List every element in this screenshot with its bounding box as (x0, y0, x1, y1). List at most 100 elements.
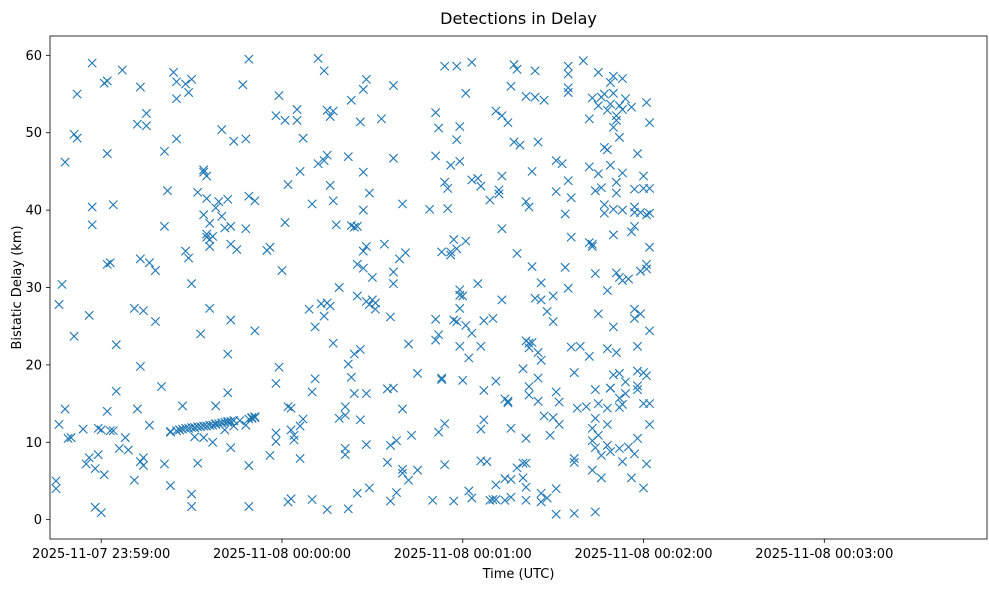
data-point-marker (551, 484, 561, 494)
plot-frame (49, 35, 988, 540)
data-point-marker (512, 463, 522, 473)
data-point-marker (524, 202, 534, 212)
data-point-marker (328, 106, 338, 116)
data-point-marker (238, 80, 248, 90)
data-point-marker (608, 204, 618, 214)
data-point-marker (569, 508, 579, 519)
data-point-marker (111, 386, 121, 396)
data-point-marker (431, 314, 441, 324)
data-point-marker (437, 374, 447, 385)
data-point-marker (358, 167, 368, 177)
data-point-marker (355, 117, 365, 127)
data-point-marker (271, 428, 281, 438)
data-point-marker (479, 385, 489, 396)
data-point-marker (307, 387, 317, 397)
data-point-marker (488, 313, 498, 324)
data-point-marker (385, 496, 396, 506)
data-point-marker (503, 396, 513, 406)
data-point-marker (96, 508, 106, 518)
data-point-marker (632, 149, 643, 159)
data-point-marker (358, 205, 368, 215)
data-point-marker (632, 381, 643, 391)
data-point-marker (397, 199, 408, 209)
data-point-marker (370, 304, 380, 314)
data-point-marker (464, 486, 474, 496)
data-point-marker (611, 188, 622, 198)
data-point-marker (425, 204, 435, 214)
data-point-marker (542, 493, 552, 503)
data-point-marker (340, 402, 350, 412)
data-point-marker (220, 425, 230, 435)
data-point-marker (563, 283, 573, 293)
data-point-marker (434, 123, 444, 133)
data-point-marker (319, 311, 329, 321)
data-point-marker (596, 183, 606, 193)
data-point-marker (220, 223, 230, 233)
data-point-marker (177, 401, 188, 411)
data-point-marker (617, 275, 628, 286)
data-point-marker (641, 259, 652, 269)
data-point-marker (352, 221, 362, 231)
y-axis-label: Bistatic Delay (km) (10, 225, 25, 349)
data-point-marker (340, 410, 350, 420)
data-point-marker (584, 351, 594, 361)
data-point-marker (635, 266, 646, 276)
data-point-marker (641, 97, 652, 108)
data-point-marker (205, 241, 215, 252)
y-tick-label: 40 (25, 204, 42, 219)
data-point-marker (286, 403, 296, 413)
data-point-marker (367, 272, 377, 283)
data-point-marker (452, 244, 462, 254)
data-point-marker (265, 450, 275, 461)
data-point-marker (587, 423, 597, 433)
data-point-marker (388, 153, 399, 163)
y-tick-label: 50 (25, 126, 42, 141)
data-point-marker (644, 242, 655, 252)
data-point-marker (584, 162, 594, 172)
data-point-marker (569, 368, 579, 378)
data-point-marker (199, 165, 209, 175)
data-point-marker (530, 66, 540, 76)
data-point-marker (497, 295, 507, 305)
data-point-marker (349, 222, 359, 232)
data-point-marker (491, 494, 501, 505)
data-point-marker (235, 416, 245, 426)
data-point-marker (467, 328, 477, 338)
data-point-marker (587, 241, 597, 252)
data-point-marker (57, 279, 67, 289)
data-point-marker (187, 279, 197, 289)
x-tick-label: 2025-11-08 00:03:00 (755, 547, 893, 562)
data-point-marker (506, 474, 516, 485)
data-point-marker (518, 473, 528, 483)
data-point-marker (135, 82, 145, 92)
data-point-marker (202, 171, 212, 181)
data-point-marker (593, 398, 603, 409)
data-point-marker (171, 77, 182, 87)
data-point-marker (521, 458, 531, 468)
data-point-marker (626, 102, 637, 112)
data-point-marker (250, 326, 260, 336)
data-point-marker (527, 262, 537, 272)
data-point-marker (171, 94, 182, 104)
data-point-marker (635, 207, 646, 218)
data-point-marker (96, 425, 106, 435)
data-point-marker (641, 459, 652, 469)
data-point-marker (108, 200, 118, 210)
data-point-marker (476, 181, 486, 191)
data-point-marker (440, 460, 450, 470)
data-point-marker (590, 268, 600, 279)
data-point-marker (319, 66, 329, 76)
data-point-marker (114, 443, 124, 454)
data-point-marker (644, 183, 655, 194)
data-point-marker (202, 193, 212, 204)
data-point-marker (352, 259, 362, 269)
data-point-marker (587, 93, 597, 103)
data-point-marker (455, 121, 465, 132)
data-point-marker (168, 67, 179, 77)
data-point-marker (223, 388, 233, 398)
data-point-marker (135, 457, 145, 467)
data-point-marker (226, 443, 236, 453)
data-point-marker (150, 265, 161, 276)
data-point-marker (102, 76, 112, 86)
data-point-marker (286, 425, 296, 435)
